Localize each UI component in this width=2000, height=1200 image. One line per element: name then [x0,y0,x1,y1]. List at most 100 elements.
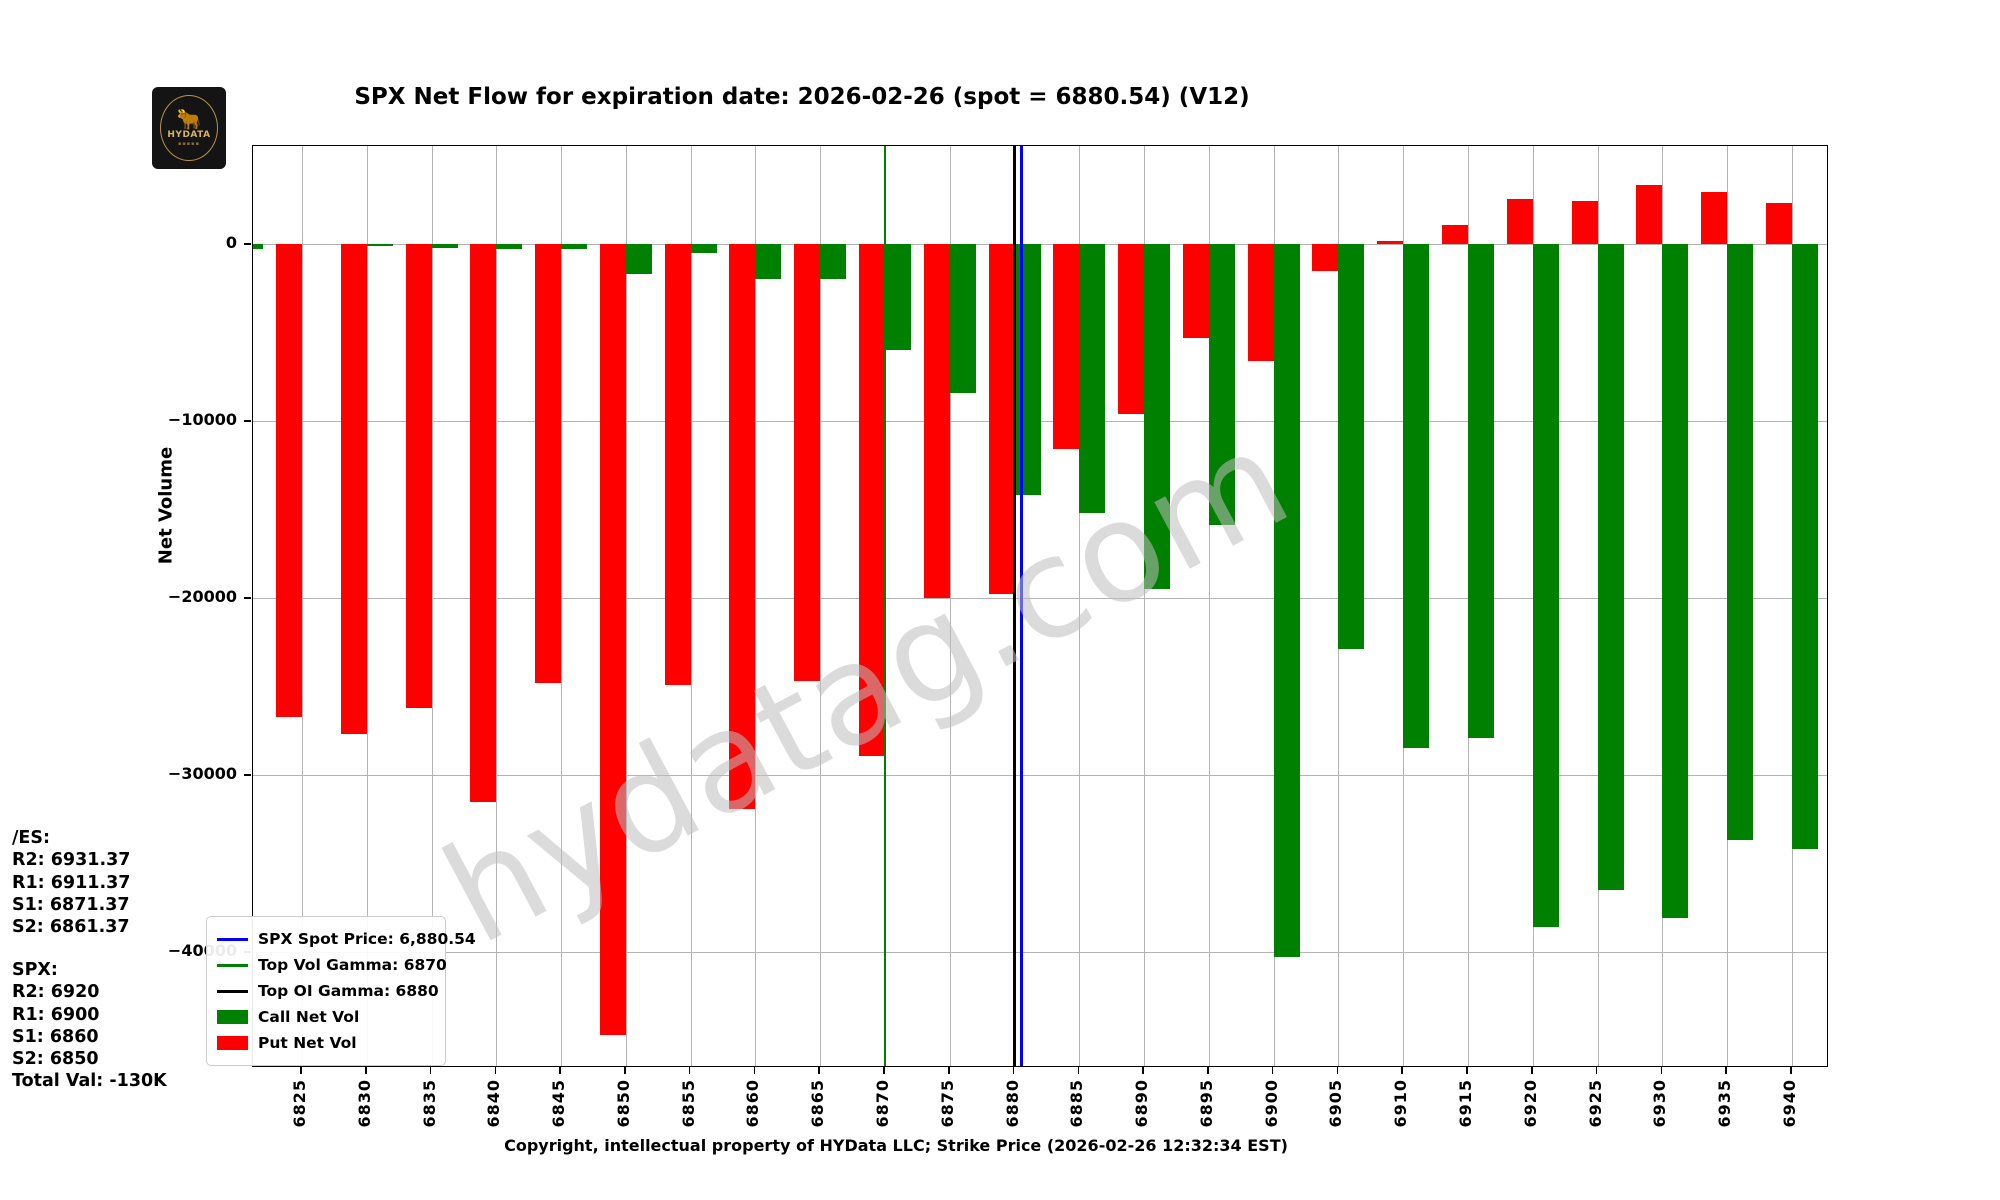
xtick-label-6920: 6920 [1520,1079,1540,1128]
xtick-mark-6855 [688,1067,691,1074]
put-bar-6825 [276,244,302,717]
xtick-label-6865: 6865 [808,1079,828,1128]
call-bar-6850 [625,244,652,275]
call-bar-6890 [1144,244,1171,590]
call-bar-6910 [1403,244,1430,749]
legend-label-4: Put Net Vol [258,1034,357,1052]
pivot-spx-line-0: SPX: [12,960,58,980]
legend-row-2: Top OI Gamma: 6880 [217,978,439,1004]
legend-swatch-0 [217,937,248,941]
xtick-label-6940: 6940 [1779,1079,1799,1128]
call-bar-6835 [431,244,458,249]
call-bar-6930 [1662,244,1689,919]
vgridline-6855 [690,146,692,1066]
hydata-logo: 🐂 HYDATA ▪▪▪▪▪ [152,87,226,169]
pivot-spx-line-2: R1: 6900 [12,1004,100,1025]
xtick-label-6850: 6850 [613,1079,633,1128]
spx-pivot-levels: SPX: R2: 6920 R1: 6900 S1: 6860 S2: 6850 Tota… [12,959,167,1093]
ytick-label--20000: −20000 [167,587,237,606]
xtick-mark-6895 [1207,1067,1209,1074]
pivot-es-line-2: R1: 6911.37 [12,872,131,893]
xtick-label-6885: 6885 [1067,1079,1087,1128]
put-bar-6830 [340,244,367,735]
xtick-mark-6850 [624,1067,626,1074]
ytick-mark--10000 [244,420,251,422]
put-bar-6835 [405,244,432,708]
call-bar-6855 [690,244,717,253]
logo-brand-text: HYDATA [167,130,211,140]
legend-box: SPX Spot Price: 6,880.54 Top Vol Gamma: 6… [206,916,476,1066]
xtick-mark-6920 [1531,1067,1533,1074]
call-bar-6820-clipped [253,244,264,250]
xtick-label-6915: 6915 [1456,1079,1476,1128]
xtick-label-6855: 6855 [678,1079,698,1128]
logo-tagline-dots: ▪▪▪▪▪ [178,141,200,147]
xtick-label-6870: 6870 [873,1079,893,1128]
call-bar-6885 [1079,244,1106,514]
xtick-mark-6865 [818,1067,821,1074]
legend-row-3: Call Net Vol [217,1004,433,1030]
pivot-spx-line-5: Total Val: -130K [12,1071,167,1092]
put-bar-6930 [1636,185,1663,244]
xtick-label-6900: 6900 [1261,1079,1281,1128]
pivot-es-line-4: S2: 6861.37 [12,917,130,938]
put-bar-6890 [1118,244,1145,414]
y-axis-label: Net Volume [155,446,177,565]
legend-label-3: Call Net Vol [258,1008,360,1026]
call-bar-6840 [496,244,523,250]
ytick-label-0: 0 [225,233,237,252]
call-bar-6895 [1208,244,1235,526]
xtick-mark-6890 [1142,1067,1144,1074]
legend-swatch-4 [217,1036,248,1050]
xtick-mark-6900 [1271,1067,1274,1074]
legend-row-4: Put Net Vol [217,1030,433,1056]
put-bar-6940 [1765,203,1792,244]
bull-icon: 🐂 [176,107,202,131]
put-bar-6895 [1182,244,1209,338]
xtick-mark-6835 [429,1067,432,1074]
put-bar-6920 [1506,198,1533,244]
ytick-mark--20000 [244,597,251,599]
call-bar-6925 [1597,244,1624,891]
vgridline-6875 [949,146,951,1066]
xtick-label-6930: 6930 [1650,1079,1670,1128]
top-vol-gamma-line [883,146,887,1066]
vgridline-6850 [625,146,627,1066]
plot-area: hydatag.com [252,145,1828,1067]
legend-row-0: SPX Spot Price: 6,880.54 [217,926,476,952]
call-bar-6865 [820,244,847,280]
xtick-mark-6880 [1012,1067,1015,1074]
xtick-mark-6915 [1466,1067,1468,1074]
call-bar-6845 [561,244,588,250]
put-bar-6875 [923,244,950,598]
put-bar-6915 [1442,224,1469,244]
call-bar-6920 [1532,244,1559,928]
logo-ring: 🐂 HYDATA ▪▪▪▪▪ [160,95,218,161]
vgridline-6860 [755,146,757,1066]
xtick-mark-6870 [883,1067,885,1074]
call-bar-6915 [1468,244,1495,738]
put-bar-6900 [1247,244,1274,361]
vgridline-6840 [496,146,498,1066]
pivot-es-line-1: R2: 6931.37 [12,850,131,871]
xtick-label-6860: 6860 [743,1079,763,1128]
put-bar-6845 [535,244,562,683]
legend-row-1: Top Vol Gamma: 6870 [217,952,447,978]
xtick-mark-6875 [948,1067,950,1074]
put-bar-6925 [1571,200,1598,244]
hgridline--40000 [253,952,1827,953]
put-bar-6880 [988,244,1015,595]
ytick-label--10000: −10000 [167,410,237,429]
xtick-label-6880: 6880 [1002,1079,1022,1128]
put-bar-6855 [664,244,691,685]
xtick-label-6845: 6845 [549,1079,569,1128]
xtick-mark-6825 [300,1067,302,1074]
top-oi-gamma-line [1013,146,1016,1066]
vgridline-6895 [1208,146,1210,1066]
pivot-es-line-3: S1: 6871.37 [12,894,130,915]
put-bar-6910 [1377,241,1404,244]
xtick-mark-6845 [559,1067,561,1074]
vgridline-6885 [1079,146,1081,1066]
pivot-es-line-0: /ES: [12,828,50,848]
xtick-mark-6830 [364,1067,367,1074]
